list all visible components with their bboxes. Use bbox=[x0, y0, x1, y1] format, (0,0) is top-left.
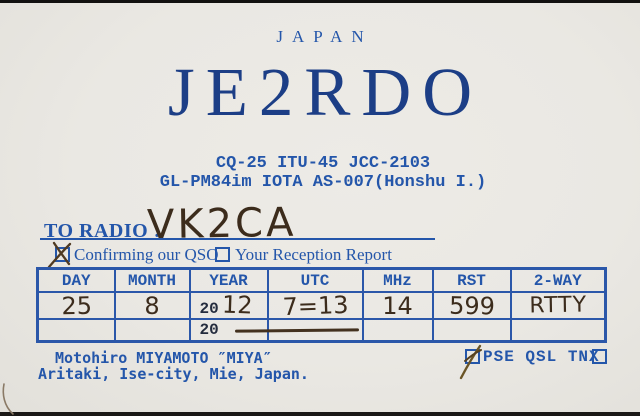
to-radio-underline bbox=[40, 238, 435, 240]
qso-entry-row: 25 8 20 12 7=13 14 599 RTTY bbox=[37, 290, 606, 321]
reception-report-checkbox bbox=[215, 247, 230, 262]
mhz-blank bbox=[361, 318, 434, 343]
scan-edge-bottom bbox=[0, 412, 640, 416]
tnx-checkbox bbox=[592, 349, 607, 364]
confirming-qso-label: Confirming our QSO bbox=[74, 245, 219, 264]
col-header-day: DAY bbox=[36, 267, 116, 293]
year-value: 20 12 bbox=[188, 290, 269, 320]
to-radio-label: TO RADIO : bbox=[44, 220, 161, 242]
utc-value: 7=13 bbox=[267, 290, 363, 321]
col-header-rst: RST bbox=[431, 267, 512, 293]
day-value: 25 bbox=[37, 291, 115, 320]
station-info: CQ-25 ITU-45 JCC-2103 GL-PM84im IOTA AS-… bbox=[3, 154, 640, 192]
col-header-month: MONTH bbox=[113, 267, 191, 293]
pse-checkbox bbox=[465, 349, 480, 364]
rst-blank bbox=[431, 318, 512, 343]
country-label: JAPAN bbox=[276, 27, 373, 46]
handwritten-slash-mark bbox=[459, 344, 482, 380]
col-header-2way: 2-WAY bbox=[509, 267, 607, 293]
corner-pen-mark bbox=[2, 383, 14, 415]
confirming-qso-checkbox bbox=[55, 247, 70, 262]
handwritten-x-mark bbox=[47, 241, 72, 269]
station-callsign: JE2RDO bbox=[167, 54, 484, 130]
operator-name: Motohiro MIYAMOTO ″MIYA″ bbox=[55, 349, 272, 367]
pse-qsl-tnx-label: PSE QSL TNX bbox=[483, 348, 600, 366]
table-header-row: DAY MONTH YEAR UTC MHz RST 2-WAY bbox=[36, 267, 607, 293]
col-header-utc: UTC bbox=[266, 267, 364, 293]
month-blank bbox=[113, 318, 191, 343]
operator-address: Aritaki, Ise-city, Mie, Japan. bbox=[38, 365, 309, 383]
mhz-value: 14 bbox=[361, 291, 434, 320]
reception-report-label: Your Reception Report bbox=[235, 245, 392, 264]
year-printed-prefix-blank: 20 bbox=[199, 321, 219, 339]
scan-edge-top bbox=[0, 0, 640, 3]
awards-line: CQ-25 ITU-45 JCC-2103 bbox=[215, 154, 431, 173]
year-handwritten-suffix: 12 bbox=[221, 290, 253, 320]
mode-blank bbox=[509, 318, 607, 343]
rst-value: 599 bbox=[432, 291, 511, 320]
to-radio-callsign-handwritten: VK2CA bbox=[146, 199, 297, 249]
day-blank bbox=[36, 318, 116, 343]
col-header-year: YEAR bbox=[188, 267, 269, 293]
locator-line: GL-PM84im IOTA AS-007(Honshu I.) bbox=[159, 173, 487, 192]
year-printed-prefix: 20 bbox=[199, 300, 219, 318]
month-value: 8 bbox=[113, 291, 191, 320]
col-header-mhz: MHz bbox=[361, 267, 434, 293]
mode-value: RTTY bbox=[510, 291, 606, 320]
